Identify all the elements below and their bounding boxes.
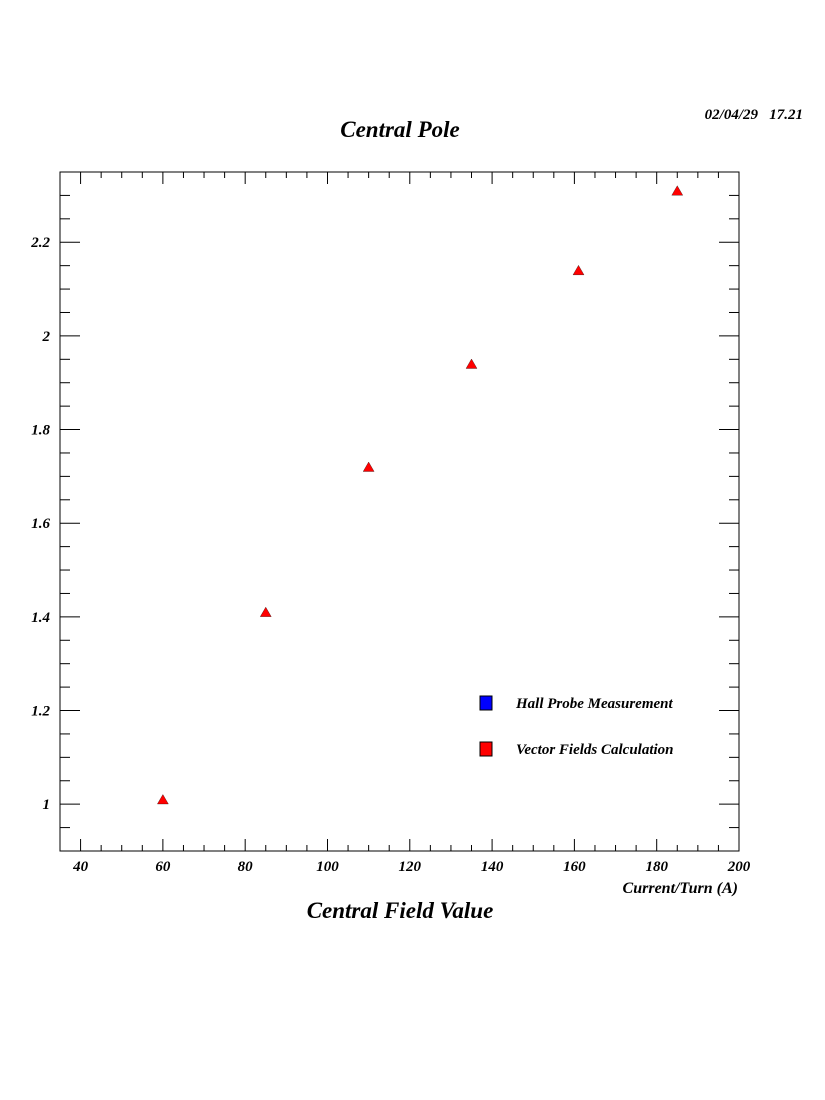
- x-axis-label: Current/Turn (A): [623, 880, 738, 897]
- y-tick-label: 1.8: [31, 423, 50, 439]
- y-tick-label: 2.2: [30, 235, 50, 251]
- data-point-triangle: [671, 185, 684, 196]
- x-tick-labels: 40 60 80 100 120 140 160 180 200: [72, 859, 751, 875]
- data-point-triangle: [259, 606, 272, 617]
- chart-title: Central Pole: [340, 117, 459, 142]
- x-tick-label: 40: [72, 859, 89, 875]
- x-tick-label: 60: [155, 859, 171, 875]
- axis-ticks: [59, 171, 740, 852]
- legend-label: Hall Probe Measurement: [515, 696, 673, 712]
- x-tick-label: 140: [481, 859, 504, 875]
- plot-frame: [59, 171, 740, 852]
- x-tick-label: 160: [563, 859, 586, 875]
- data-point-triangle: [572, 265, 585, 275]
- y-tick-label: 1.6: [31, 516, 50, 532]
- x-tick-label: 120: [399, 859, 422, 875]
- legend-label: Vector Fields Calculation: [516, 742, 674, 758]
- y-tick-label: 1.2: [31, 704, 50, 720]
- x-tick-label: 200: [727, 859, 751, 875]
- x-tick-label: 100: [316, 859, 339, 875]
- x-tick-label: 80: [238, 859, 254, 875]
- y-tick-label: 1: [43, 797, 51, 813]
- data-point-triangle: [465, 358, 478, 369]
- legend-swatch: [479, 741, 493, 757]
- footer-title: Central Field Value: [307, 898, 494, 923]
- legend-swatch: [479, 695, 493, 711]
- y-tick-label: 2: [42, 329, 51, 345]
- data-point-triangle: [362, 461, 375, 472]
- data-points: [157, 185, 684, 805]
- timestamp: 02/04/29 17.21: [705, 107, 803, 123]
- data-point-triangle: [157, 794, 169, 805]
- y-tick-label: 1.4: [31, 610, 50, 626]
- x-tick-label: 180: [645, 859, 668, 875]
- y-tick-labels: 1 1.2 1.4 1.6 1.8 2 2.2: [30, 235, 50, 813]
- legend: Hall Probe Measurement Vector Fields Calc…: [479, 695, 674, 758]
